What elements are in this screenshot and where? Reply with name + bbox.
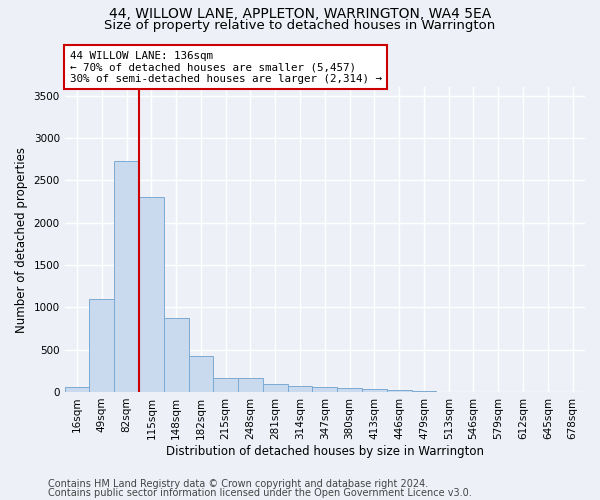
Text: Size of property relative to detached houses in Warrington: Size of property relative to detached ho… bbox=[104, 19, 496, 32]
Bar bbox=[214, 378, 238, 392]
Bar bbox=[412, 391, 436, 392]
Bar bbox=[387, 390, 412, 392]
Bar bbox=[114, 160, 139, 392]
Text: Contains public sector information licensed under the Open Government Licence v3: Contains public sector information licen… bbox=[48, 488, 472, 498]
Text: 44, WILLOW LANE, APPLETON, WARRINGTON, WA4 5EA: 44, WILLOW LANE, APPLETON, WARRINGTON, W… bbox=[109, 8, 491, 22]
Bar bbox=[337, 388, 362, 392]
Bar bbox=[188, 356, 214, 392]
Text: 44 WILLOW LANE: 136sqm
← 70% of detached houses are smaller (5,457)
30% of semi-: 44 WILLOW LANE: 136sqm ← 70% of detached… bbox=[70, 51, 382, 84]
Bar bbox=[65, 388, 89, 392]
Bar bbox=[164, 318, 188, 392]
Bar bbox=[238, 378, 263, 392]
Y-axis label: Number of detached properties: Number of detached properties bbox=[15, 146, 28, 332]
X-axis label: Distribution of detached houses by size in Warrington: Distribution of detached houses by size … bbox=[166, 444, 484, 458]
Bar bbox=[313, 388, 337, 392]
Bar bbox=[263, 384, 287, 392]
Bar bbox=[139, 197, 164, 392]
Bar bbox=[89, 299, 114, 392]
Bar bbox=[287, 386, 313, 392]
Text: Contains HM Land Registry data © Crown copyright and database right 2024.: Contains HM Land Registry data © Crown c… bbox=[48, 479, 428, 489]
Bar bbox=[362, 390, 387, 392]
